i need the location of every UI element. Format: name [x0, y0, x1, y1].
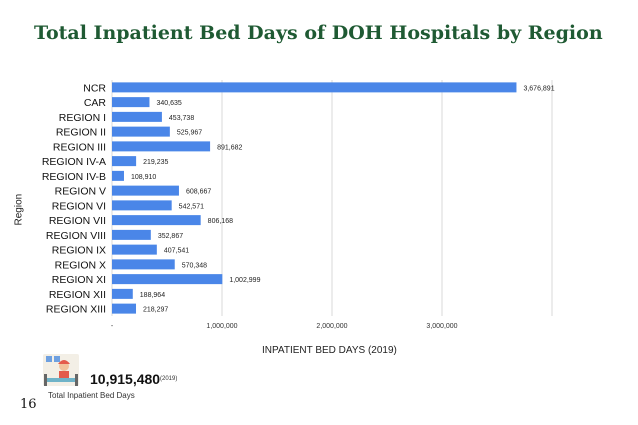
- category-label: CAR: [84, 97, 107, 109]
- data-label: 608,667: [186, 189, 211, 196]
- data-label: 3,676,891: [523, 85, 554, 92]
- category-label: NCR: [83, 82, 106, 94]
- data-label: 891,682: [217, 144, 242, 151]
- bar: [112, 288, 133, 299]
- bar: [112, 185, 179, 196]
- x-axis-label: INPATIENT BED DAYS (2019): [262, 345, 397, 356]
- x-tick-label: 1,000,000: [206, 323, 237, 330]
- category-label: REGION XIII: [46, 304, 106, 316]
- data-label: 453,738: [169, 115, 194, 122]
- total-bed-days-value: 10,915,480: [90, 371, 161, 387]
- category-label: REGION XII: [49, 289, 106, 301]
- y-axis-label: Region: [13, 193, 25, 226]
- x-tick-label: -: [111, 323, 114, 330]
- x-tick-label: 2,000,000: [316, 323, 347, 330]
- bar: [112, 215, 201, 226]
- data-label: 219,235: [143, 159, 168, 166]
- category-label: REGION II: [56, 127, 106, 139]
- data-label: 542,571: [179, 203, 204, 210]
- bar: [112, 170, 124, 181]
- bar: [112, 82, 517, 93]
- total-bed-days-year: (2019): [160, 376, 178, 382]
- bar: [112, 229, 151, 240]
- data-label: 570,348: [182, 262, 207, 269]
- data-label: 340,635: [156, 100, 181, 107]
- data-label: 352,867: [158, 233, 183, 240]
- bar: [112, 244, 157, 255]
- data-label: 1,002,999: [229, 277, 260, 284]
- x-tick-label: 3,000,000: [426, 323, 457, 330]
- data-label: 108,910: [131, 174, 156, 181]
- category-label: REGION IX: [52, 245, 106, 257]
- category-label: REGION V: [55, 186, 106, 198]
- category-label: REGION VII: [49, 215, 106, 227]
- bar: [112, 126, 170, 137]
- page-number: 16: [20, 397, 37, 412]
- data-label: 407,541: [164, 248, 189, 255]
- bar: [112, 97, 150, 108]
- category-label: REGION VI: [52, 200, 106, 212]
- bar: [112, 141, 211, 152]
- bar-chart: - 1,000,000 2,000,000 3,000,000 NCR 3,676,891…: [42, 80, 555, 330]
- category-label: REGION I: [59, 112, 106, 124]
- data-label: 806,168: [208, 218, 233, 225]
- bar: [112, 200, 172, 211]
- category-label: REGION VIII: [46, 230, 106, 242]
- bar: [112, 274, 223, 285]
- category-label: REGION X: [55, 259, 106, 271]
- category-label: REGION XI: [52, 274, 106, 286]
- data-label: 525,967: [177, 130, 202, 137]
- bar: [112, 303, 137, 314]
- category-label: REGION IV-A: [42, 156, 106, 168]
- data-label: 188,964: [140, 292, 165, 299]
- hospital-bed-icon: [43, 354, 79, 386]
- bar: [112, 156, 137, 167]
- bar: [112, 259, 175, 270]
- page-title: Total Inpatient Bed Days of DOH Hospital…: [34, 22, 603, 44]
- total-bed-days-caption: Total Inpatient Bed Days: [48, 391, 135, 400]
- category-label: REGION III: [53, 141, 106, 153]
- data-label: 218,297: [143, 307, 168, 314]
- category-label: REGION IV-B: [42, 171, 106, 183]
- bar: [112, 111, 162, 122]
